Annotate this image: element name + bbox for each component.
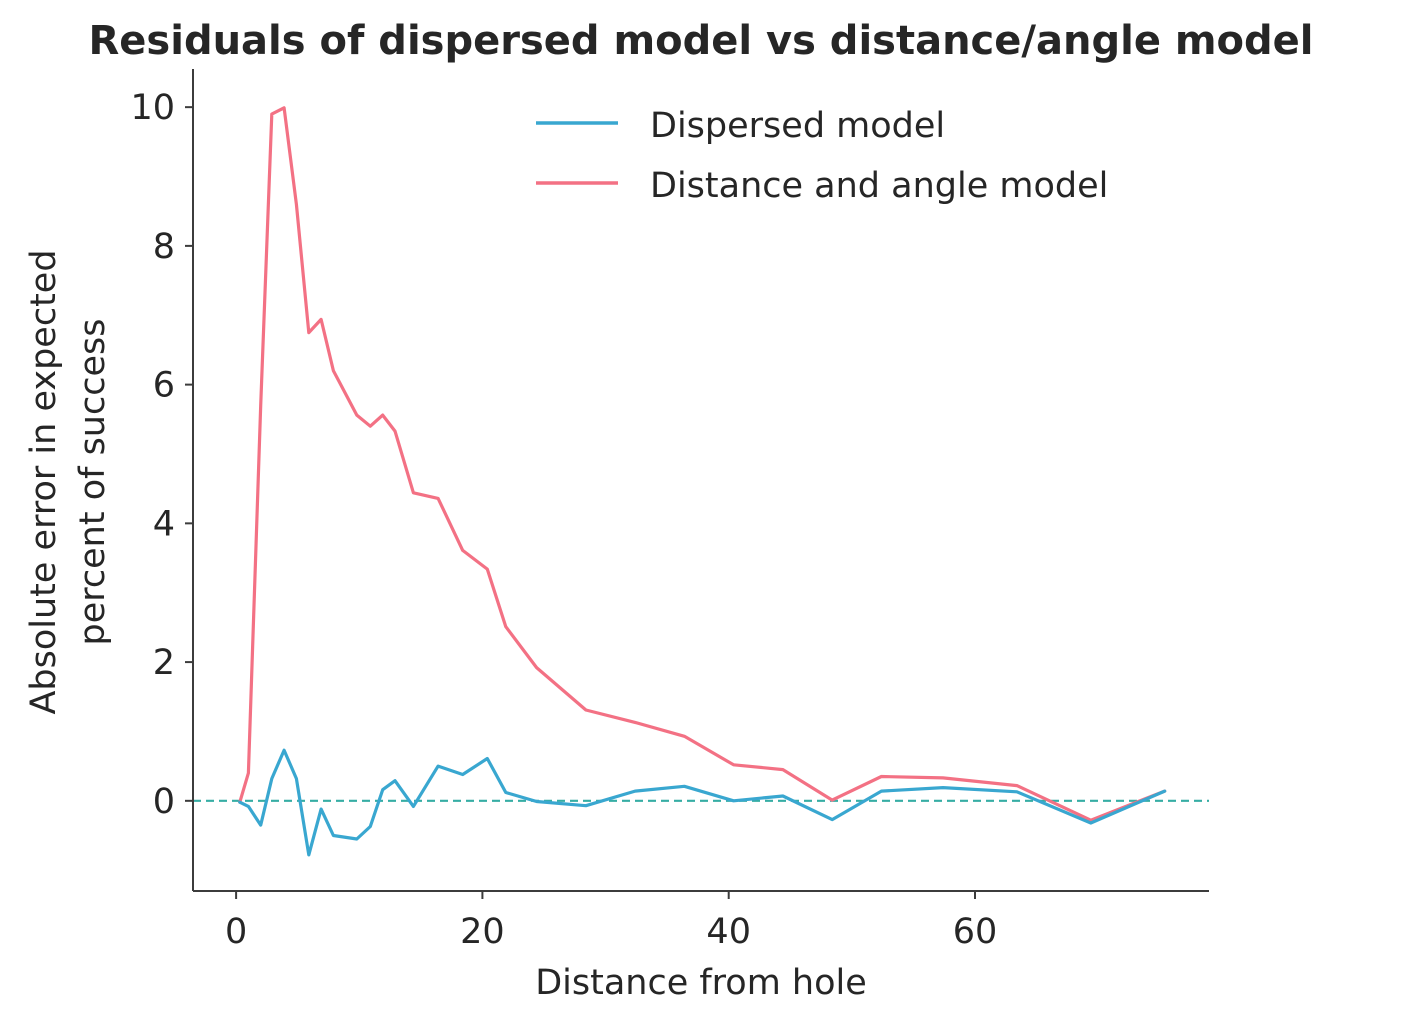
y-axis-label: Absolute error in expected bbox=[24, 249, 64, 714]
y-tick-label: 10 bbox=[130, 88, 175, 128]
x-tick-label: 0 bbox=[225, 912, 247, 952]
y-tick-label: 8 bbox=[153, 227, 175, 267]
legend: Dispersed model Distance and angle model bbox=[536, 106, 1108, 206]
y-tick-label: 4 bbox=[153, 504, 175, 544]
y-tick-label: 6 bbox=[153, 366, 175, 406]
y-axis-label-line-2: percent of success bbox=[73, 319, 113, 646]
x-tick-label: 20 bbox=[460, 912, 505, 952]
plot-area bbox=[193, 106, 1209, 857]
y-axis-ticks: 0 2 4 6 8 10 bbox=[130, 88, 193, 822]
legend-label-dispersed: Dispersed model bbox=[650, 106, 945, 146]
x-axis-ticks: 0 20 40 60 bbox=[225, 891, 997, 952]
x-tick-label: 60 bbox=[953, 912, 998, 952]
y-tick-label: 0 bbox=[153, 782, 175, 822]
chart-title: Residuals of dispersed model vs distance… bbox=[89, 18, 1314, 64]
y-axis-label-line-2-text: percent of success bbox=[73, 319, 113, 646]
x-axis-label: Distance from hole bbox=[535, 963, 867, 1003]
series-line-distance-angle bbox=[238, 106, 1167, 822]
legend-label-distance-angle: Distance and angle model bbox=[650, 166, 1108, 206]
series-line-dispersed bbox=[238, 748, 1167, 857]
x-tick-label: 40 bbox=[706, 912, 751, 952]
y-axis-label-line-1: Absolute error in expected bbox=[24, 249, 64, 714]
y-tick-label: 2 bbox=[153, 643, 175, 683]
